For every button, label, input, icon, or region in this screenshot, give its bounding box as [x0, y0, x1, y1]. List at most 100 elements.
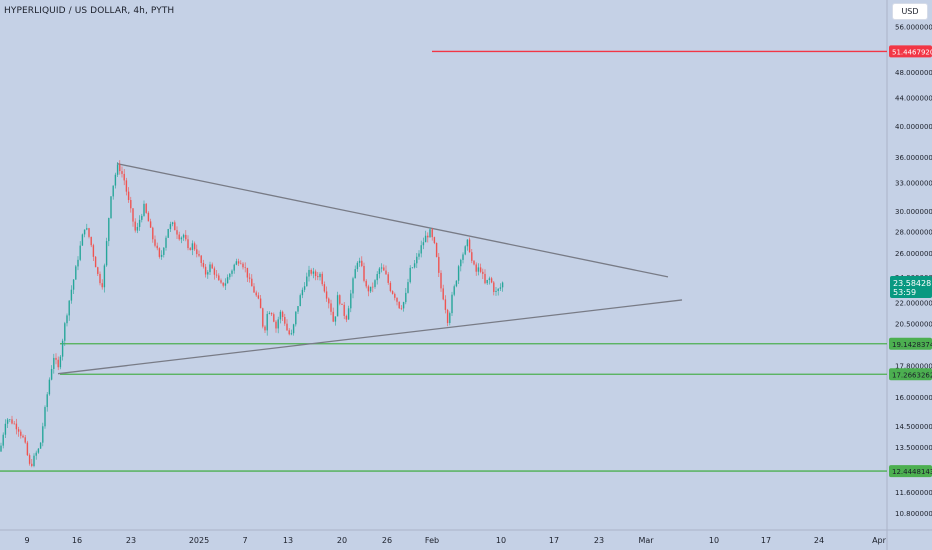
candle-body	[189, 248, 191, 250]
candle-body	[354, 269, 356, 279]
price-tick-label: 17.80000000	[895, 362, 932, 370]
candle-body	[468, 239, 471, 253]
candle-body	[433, 237, 436, 244]
time-axis[interactable]: 9 16 23 2025 7 13 20 26 Feb 10 17 23 Mar 10 17 24 Apr	[24, 536, 886, 545]
candle-body	[264, 326, 266, 331]
candle-body	[281, 311, 284, 317]
candle-body	[321, 273, 323, 285]
price-tick-label: 30.00000000	[895, 208, 932, 216]
candle-body	[286, 323, 288, 331]
currency-button[interactable]: USD	[892, 3, 928, 20]
candle-body	[310, 269, 312, 274]
candle-body	[424, 235, 427, 243]
candle-body	[178, 234, 180, 240]
candle-body	[497, 288, 499, 291]
candle-body	[235, 261, 238, 265]
candle-body	[361, 260, 363, 266]
candle-body	[145, 203, 147, 213]
trendline-upper[interactable]	[116, 163, 669, 278]
candle-body	[209, 264, 211, 273]
candle-body	[427, 235, 429, 238]
candle-body	[143, 203, 145, 216]
time-tick-label: 16	[72, 536, 82, 545]
candle-body	[116, 164, 119, 175]
candle-body	[341, 303, 343, 305]
level-tag-box	[889, 465, 932, 478]
candle-body	[90, 236, 92, 246]
candle-body	[222, 282, 224, 286]
candle-body	[174, 222, 176, 231]
candle-body	[165, 237, 167, 248]
time-tick-label: 23	[594, 536, 604, 545]
candle-body	[332, 311, 334, 322]
trendline-lower[interactable]	[57, 299, 683, 375]
candle-body	[308, 269, 310, 277]
price-axis[interactable]: 56.0000000052.0000000048.0000000044.0000…	[895, 23, 932, 518]
candle-body	[31, 463, 33, 466]
candle-body	[86, 228, 88, 230]
price-tick-label: 16.00000000	[895, 394, 932, 402]
candle-body	[451, 294, 453, 314]
candle-body	[501, 282, 504, 288]
candle-body	[244, 267, 246, 268]
candle-body	[134, 221, 136, 231]
price-tick-label: 26.00000000	[895, 250, 932, 258]
candle-body	[15, 423, 18, 430]
candle-body	[266, 313, 268, 331]
current-price-tag: 23.58428168 53:59	[890, 276, 932, 298]
candle-body	[39, 442, 42, 449]
candle-body	[204, 266, 207, 275]
horizontal-levels	[0, 50, 887, 472]
time-tick-label: 20	[337, 536, 347, 545]
time-tick-label: 17	[549, 536, 559, 545]
candle-body	[218, 275, 220, 281]
candle-body	[200, 255, 202, 263]
candle-body	[460, 259, 462, 267]
candle-body	[70, 289, 73, 301]
candle-body	[358, 260, 361, 263]
candle-body	[471, 252, 473, 261]
candle-body	[495, 290, 497, 292]
time-tick-label: Apr	[872, 536, 887, 545]
candle-body	[176, 230, 178, 235]
candle-body	[211, 264, 213, 269]
price-tick-label: 28.00000000	[895, 228, 932, 236]
candlesticks	[0, 160, 504, 468]
candle-body	[466, 239, 469, 247]
candle-body	[400, 308, 403, 309]
candle-body	[317, 276, 319, 278]
candle-body	[196, 249, 198, 255]
candle-body	[290, 333, 293, 335]
candle-body	[4, 423, 7, 435]
candle-body	[220, 280, 222, 283]
time-tick-label: 2025	[189, 536, 209, 545]
candle-body	[435, 243, 438, 257]
candle-body	[48, 379, 51, 395]
candle-body	[438, 256, 440, 273]
candle-body	[248, 277, 251, 279]
candle-body	[431, 229, 433, 238]
candle-body	[255, 292, 257, 296]
candle-body	[405, 292, 407, 303]
candle-body	[105, 241, 108, 266]
price-tick-label: 40.00000000	[895, 123, 932, 131]
candle-body	[149, 221, 152, 228]
candle-body	[299, 295, 301, 307]
candle-body	[46, 394, 48, 408]
candle-body	[233, 264, 235, 271]
candle-body	[378, 268, 381, 274]
candle-body	[33, 455, 35, 466]
candle-body	[202, 262, 205, 267]
candle-body	[325, 291, 328, 299]
candle-body	[328, 298, 330, 304]
candle-body	[277, 319, 279, 329]
candle-body	[257, 295, 260, 299]
candle-body	[295, 311, 297, 325]
candle-body	[61, 340, 64, 357]
candle-body	[394, 293, 396, 298]
candle-body	[453, 286, 455, 295]
candle-body	[35, 452, 37, 456]
candle-body	[383, 267, 385, 271]
candle-body	[356, 262, 359, 270]
